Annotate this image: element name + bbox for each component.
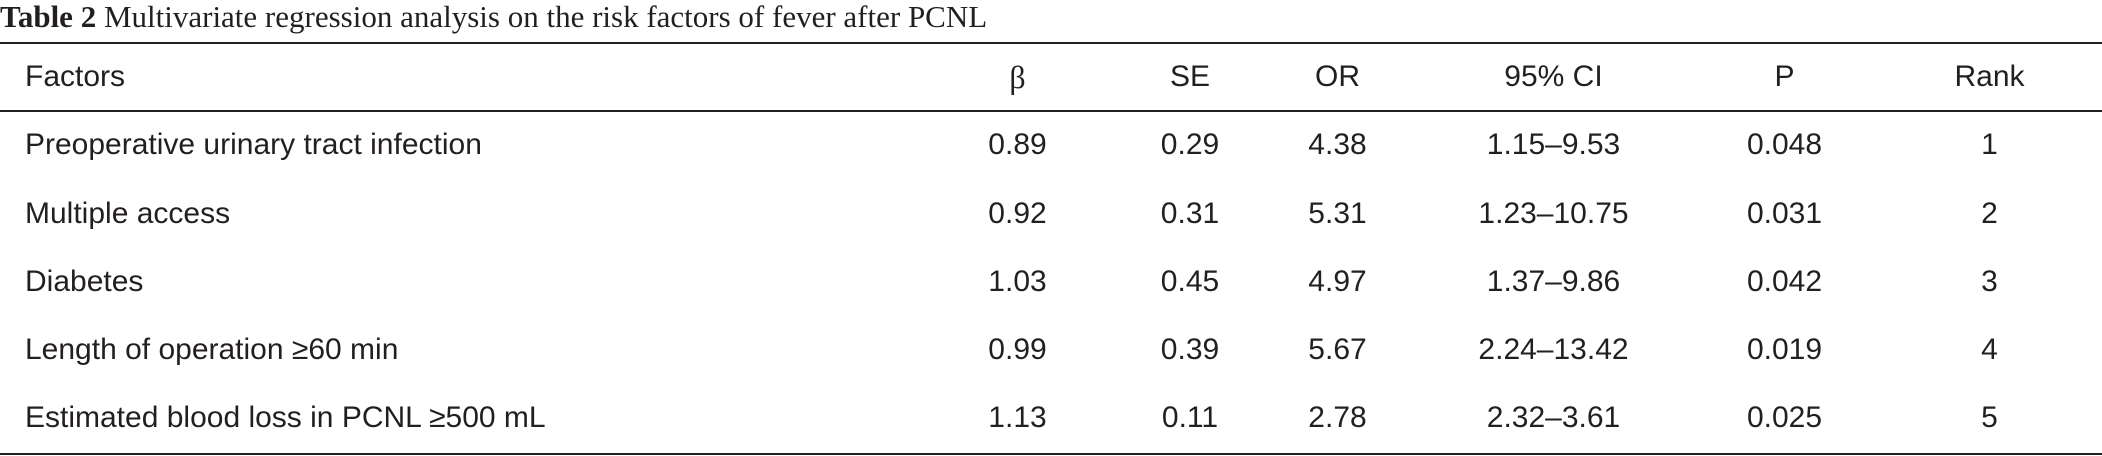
cell-or: 4.38 — [1308, 128, 1367, 161]
cell-p: 0.031 — [1746, 197, 1823, 230]
cell-factor: Length of operation ≥60 min — [25, 333, 399, 366]
cell-beta: 0.92 — [988, 197, 1047, 230]
cell-beta: 0.99 — [988, 333, 1047, 366]
header-rank: Rank — [1954, 60, 2025, 93]
cell-beta: 0.89 — [988, 128, 1047, 161]
table-row: Length of operation ≥60 min 0.99 0.39 5.… — [0, 316, 2102, 384]
cell-se: 0.45 — [1160, 265, 1220, 298]
header-p: P — [1774, 60, 1795, 93]
header-beta: β — [1009, 58, 1026, 95]
cell-factor: Diabetes — [25, 265, 144, 298]
cell-se: 0.31 — [1160, 197, 1220, 230]
cell-factor: Multiple access — [25, 197, 231, 230]
regression-table: Factors β SE OR 95% CI P Rank Preoperati… — [0, 44, 2102, 452]
cell-p: 0.019 — [1746, 333, 1823, 366]
cell-beta: 1.13 — [988, 401, 1047, 434]
table-row: Estimated blood loss in PCNL ≥500 mL 1.1… — [0, 384, 2102, 452]
cell-ci: 2.32–3.61 — [1486, 401, 1621, 434]
cell-se: 0.39 — [1160, 333, 1220, 366]
cell-or: 5.67 — [1308, 333, 1367, 366]
table-row: Preoperative urinary tract infection 0.8… — [0, 110, 2102, 180]
cell-p: 0.042 — [1746, 265, 1823, 298]
cell-ci: 1.15–9.53 — [1486, 128, 1621, 161]
header-factors: Factors — [25, 60, 126, 93]
cell-or: 2.78 — [1308, 401, 1367, 434]
header-ci: 95% CI — [1504, 60, 1603, 93]
cell-rank: 5 — [1981, 401, 1998, 434]
table-caption-text: Multivariate regression analysis on the … — [96, 0, 988, 34]
header-se: SE — [1169, 60, 1211, 93]
cell-rank: 2 — [1981, 197, 1998, 230]
cell-or: 5.31 — [1308, 197, 1367, 230]
top-rule — [0, 42, 2102, 44]
cell-rank: 1 — [1981, 128, 1998, 161]
table-caption: Table 2 Multivariate regression analysis… — [0, 0, 987, 40]
table-row: Diabetes 1.03 0.45 4.97 1.37–9.86 0.042 … — [0, 248, 2102, 316]
cell-ci: 1.23–10.75 — [1478, 197, 1629, 230]
header-or: OR — [1315, 60, 1360, 93]
table-row: Multiple access 0.92 0.31 5.31 1.23–10.7… — [0, 180, 2102, 248]
cell-p: 0.025 — [1746, 401, 1823, 434]
cell-or: 4.97 — [1308, 265, 1367, 298]
bottom-rule — [0, 453, 2102, 455]
cell-ci: 1.37–9.86 — [1486, 265, 1621, 298]
cell-ci: 2.24–13.42 — [1478, 333, 1629, 366]
cell-se: 0.11 — [1161, 401, 1219, 434]
cell-rank: 3 — [1981, 265, 1998, 298]
header-rule — [0, 110, 2102, 112]
cell-beta: 1.03 — [988, 265, 1047, 298]
cell-factor: Preoperative urinary tract infection — [25, 128, 482, 161]
cell-p: 0.048 — [1746, 128, 1823, 161]
cell-rank: 4 — [1981, 333, 1998, 366]
table-header-row: Factors β SE OR 95% CI P Rank — [0, 44, 2102, 110]
cell-factor: Estimated blood loss in PCNL ≥500 mL — [25, 401, 546, 434]
cell-se: 0.29 — [1160, 128, 1220, 161]
table-caption-label: Table 2 — [0, 0, 97, 34]
